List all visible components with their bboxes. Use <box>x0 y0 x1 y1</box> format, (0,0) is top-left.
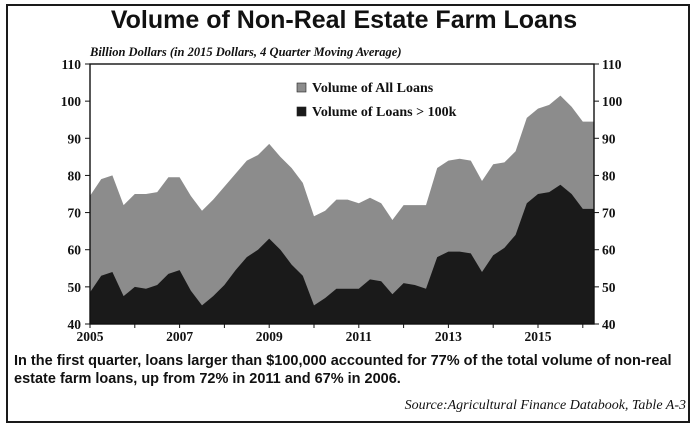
area-chart: 40 40 50 50 60 60 70 70 80 80 90 90 100 100 110 110 2005… <box>61 57 623 344</box>
y-tick-label-right: 40 <box>602 317 616 332</box>
y-tick-label-left: 50 <box>68 280 82 295</box>
caption-note: In the first quarter, loans larger than … <box>14 353 672 387</box>
chart-subtitle: Billion Dollars (in 2015 Dollars, 4 Quar… <box>90 45 402 59</box>
x-tick-label: 2015 <box>525 329 552 344</box>
legend-label-2: Volume of Loans > 100k <box>312 105 457 120</box>
y-tick-label-right: 90 <box>602 131 616 146</box>
legend-swatch-1 <box>296 82 307 93</box>
y-tick-label-right: 50 <box>602 280 616 295</box>
x-tick-label: 2011 <box>346 329 373 344</box>
plot-area <box>90 64 594 324</box>
plot-border <box>89 63 595 325</box>
series-area-2 <box>90 184 594 324</box>
legend: Volume of All Loans Volume of Loans > 100… <box>296 81 457 120</box>
x-tick-label: 2007 <box>166 329 193 344</box>
x-tick-label: 2005 <box>77 329 104 344</box>
chart-title: Volume of Non-Real Estate Farm Loans <box>110 6 578 34</box>
y-tick-label-right: 80 <box>602 168 616 183</box>
legend-label-1: Volume of All Loans <box>312 81 434 96</box>
y-tick-label-right: 70 <box>602 206 616 221</box>
axes: 40 40 50 50 60 60 70 70 80 80 90 90 100 100 110 110 2005… <box>61 57 623 344</box>
y-tick-label-right: 110 <box>602 57 622 72</box>
y-tick-label-left: 70 <box>68 206 82 221</box>
y-tick-label-left: 80 <box>68 168 82 183</box>
source-citation: Source:Agricultural Finance Databook, Ta… <box>404 398 686 413</box>
y-tick-label-right: 60 <box>602 243 616 258</box>
x-tick-label: 2009 <box>256 329 283 344</box>
x-tick-label: 2013 <box>435 329 462 344</box>
y-tick-label-left: 100 <box>61 94 82 109</box>
legend-swatch-2 <box>296 106 307 117</box>
y-tick-label-left: 40 <box>68 317 82 332</box>
y-tick-label-left: 90 <box>68 131 82 146</box>
y-tick-label-left: 110 <box>61 57 81 72</box>
y-tick-label-left: 60 <box>68 243 82 258</box>
y-tick-label-right: 100 <box>602 94 623 109</box>
